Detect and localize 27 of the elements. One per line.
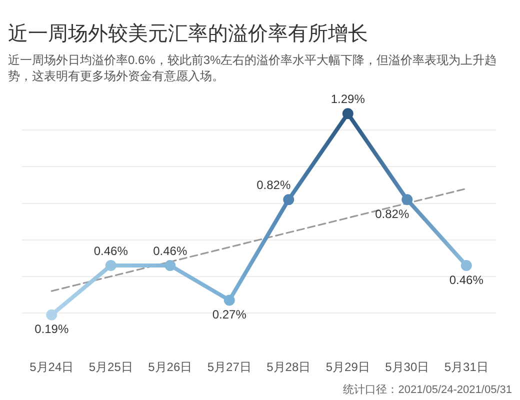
text: 统计口径：2021/05/24-2021/05/31	[343, 382, 512, 397]
x-tick-label: 5月29日	[326, 360, 370, 374]
chart-subtitle: 近一周场外日均溢价率0.6%，较此前3%左右的溢价率水平大幅下降，但溢价率表现为上升趋势，这表明有更多场外资金有意愿入场。	[8, 52, 498, 84]
chart-title: 近一周场外较美元汇率的溢价率有所增长	[8, 22, 368, 47]
x-tick-label: 5月28日	[266, 360, 311, 374]
point	[164, 260, 176, 271]
point	[342, 108, 354, 120]
x-tick-label: 5月25日	[88, 360, 133, 374]
point	[283, 194, 294, 206]
data-label: 0.46%	[94, 244, 128, 258]
data-label: 0.46%	[153, 244, 188, 258]
data-label: 0.19%	[34, 322, 69, 336]
point	[224, 294, 235, 306]
data-label: 0.27%	[212, 308, 247, 322]
x-tick-label: 5月26日	[148, 360, 192, 374]
x-tick-label: 5月24日	[30, 360, 74, 374]
x-tick-label: 5月27日	[207, 360, 252, 374]
point	[460, 260, 472, 271]
point	[46, 309, 58, 320]
x-tick-label: 5月31日	[444, 360, 488, 374]
point	[105, 260, 116, 271]
data-label: 0.82%	[375, 206, 410, 221]
data-label: 1.29%	[330, 92, 366, 106]
data-label: 0.82%	[256, 178, 291, 192]
point	[402, 194, 413, 206]
data-label: 0.46%	[449, 272, 484, 287]
x-tick-label: 5月30日	[385, 360, 430, 374]
